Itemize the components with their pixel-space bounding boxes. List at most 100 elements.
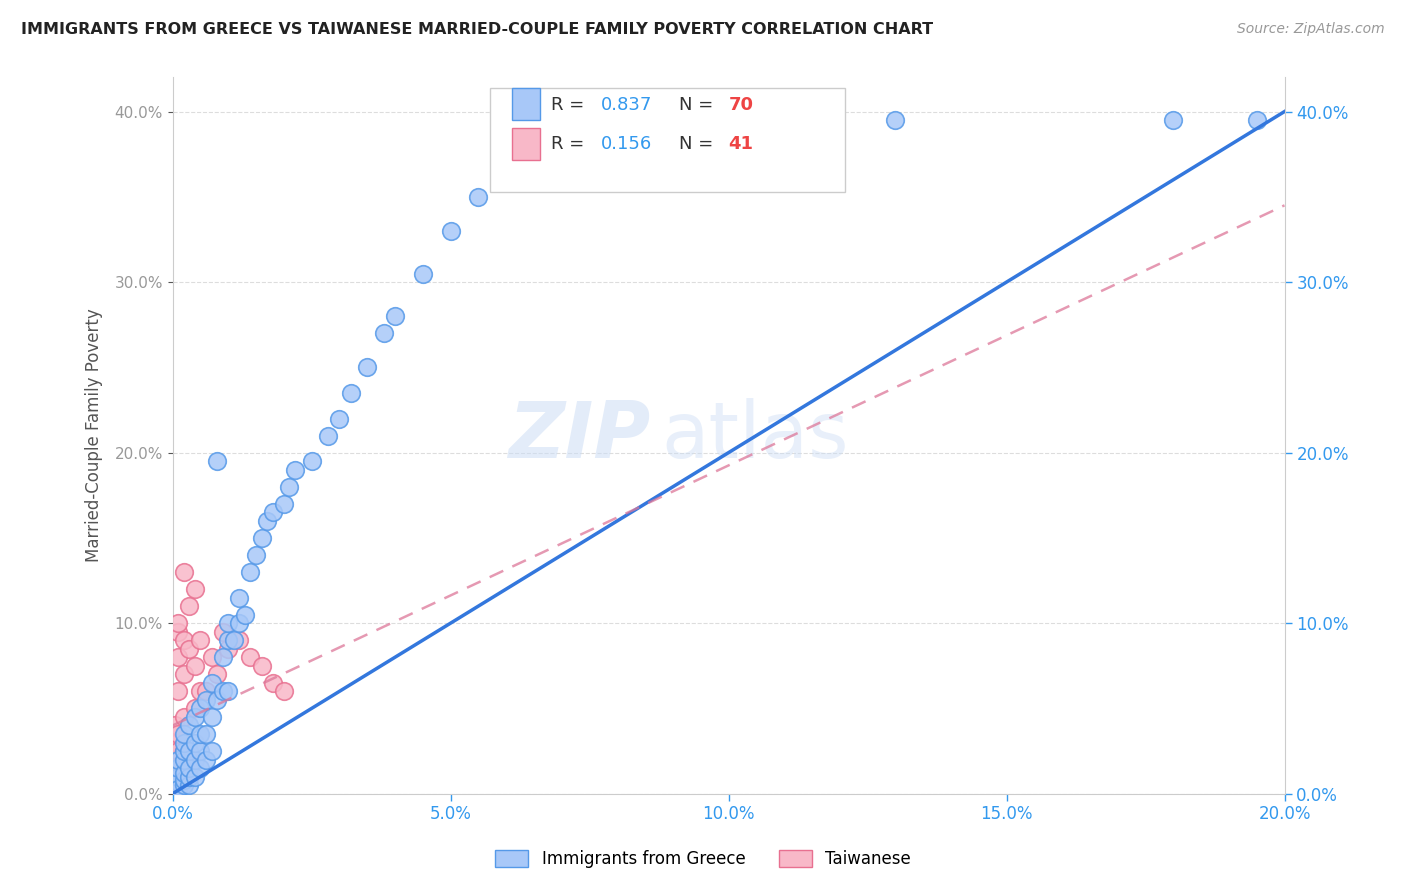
Point	[205, 454, 228, 468]
Point	[167, 624, 190, 639]
Text: R =: R =	[551, 135, 589, 153]
Point	[373, 326, 395, 341]
Point	[412, 267, 434, 281]
Point	[239, 650, 262, 665]
Point	[165, 718, 187, 732]
Y-axis label: Married-Couple Family Poverty: Married-Couple Family Poverty	[86, 309, 103, 563]
Point	[179, 718, 201, 732]
Legend: Immigrants from Greece, Taiwanese: Immigrants from Greece, Taiwanese	[488, 843, 918, 875]
Point	[165, 785, 187, 799]
Text: ZIP: ZIP	[509, 398, 651, 474]
Point	[273, 684, 295, 698]
Point	[167, 778, 190, 792]
Text: 0.837: 0.837	[600, 95, 652, 113]
Point	[166, 770, 188, 784]
Point	[195, 684, 218, 698]
Point	[439, 224, 461, 238]
Point	[190, 761, 212, 775]
Point	[184, 710, 207, 724]
Point	[167, 684, 190, 698]
Text: atlas: atlas	[662, 398, 849, 474]
Point	[173, 753, 195, 767]
Point	[217, 633, 239, 648]
Point	[167, 778, 190, 792]
Point	[173, 633, 195, 648]
FancyBboxPatch shape	[512, 88, 540, 120]
Point	[717, 113, 740, 128]
Point	[167, 783, 190, 797]
Point	[278, 480, 301, 494]
Point	[384, 309, 406, 323]
Point	[217, 616, 239, 631]
Point	[228, 616, 250, 631]
Point	[301, 454, 323, 468]
Point	[173, 710, 195, 724]
Point	[173, 667, 195, 681]
Point	[250, 531, 273, 545]
Point	[179, 753, 201, 767]
Point	[211, 650, 233, 665]
Point	[179, 770, 201, 784]
Point	[190, 744, 212, 758]
Point	[184, 770, 207, 784]
Point	[233, 607, 256, 622]
Point	[200, 710, 222, 724]
Point	[165, 753, 187, 767]
Text: Source: ZipAtlas.com: Source: ZipAtlas.com	[1237, 22, 1385, 37]
Point	[173, 761, 195, 775]
Point	[228, 591, 250, 605]
Point	[211, 684, 233, 698]
Text: N =: N =	[679, 135, 718, 153]
Point	[184, 658, 207, 673]
Point	[328, 411, 350, 425]
Point	[190, 701, 212, 715]
Point	[339, 385, 361, 400]
Point	[184, 582, 207, 596]
Point	[184, 753, 207, 767]
Point	[173, 735, 195, 749]
Point	[256, 514, 278, 528]
Point	[262, 676, 284, 690]
Point	[228, 633, 250, 648]
Point	[222, 633, 245, 648]
Text: N =: N =	[679, 95, 718, 113]
Point	[190, 727, 212, 741]
Point	[179, 778, 201, 792]
FancyBboxPatch shape	[512, 128, 540, 160]
Point	[173, 565, 195, 579]
Point	[167, 770, 190, 784]
Point	[179, 744, 201, 758]
Point	[167, 744, 190, 758]
Point	[167, 774, 190, 789]
Point	[167, 616, 190, 631]
Point	[200, 650, 222, 665]
Point	[167, 770, 190, 784]
Point	[173, 744, 195, 758]
Point	[163, 761, 186, 775]
Point	[167, 650, 190, 665]
Point	[1163, 113, 1185, 128]
Point	[205, 667, 228, 681]
FancyBboxPatch shape	[489, 88, 845, 192]
Point	[165, 778, 187, 792]
Point	[195, 753, 218, 767]
Point	[200, 676, 222, 690]
Point	[200, 744, 222, 758]
Point	[167, 753, 190, 767]
Point	[262, 505, 284, 519]
Point	[179, 770, 201, 784]
Text: R =: R =	[551, 95, 589, 113]
Point	[173, 772, 195, 787]
Point	[167, 761, 190, 775]
Point	[205, 693, 228, 707]
Point	[179, 761, 201, 775]
Point	[173, 727, 195, 741]
Point	[495, 155, 517, 169]
Point	[245, 548, 267, 562]
Point	[179, 599, 201, 613]
Point	[167, 761, 190, 775]
Point	[167, 781, 190, 796]
Point	[167, 778, 190, 792]
Text: 41: 41	[728, 135, 754, 153]
Point	[1246, 113, 1268, 128]
